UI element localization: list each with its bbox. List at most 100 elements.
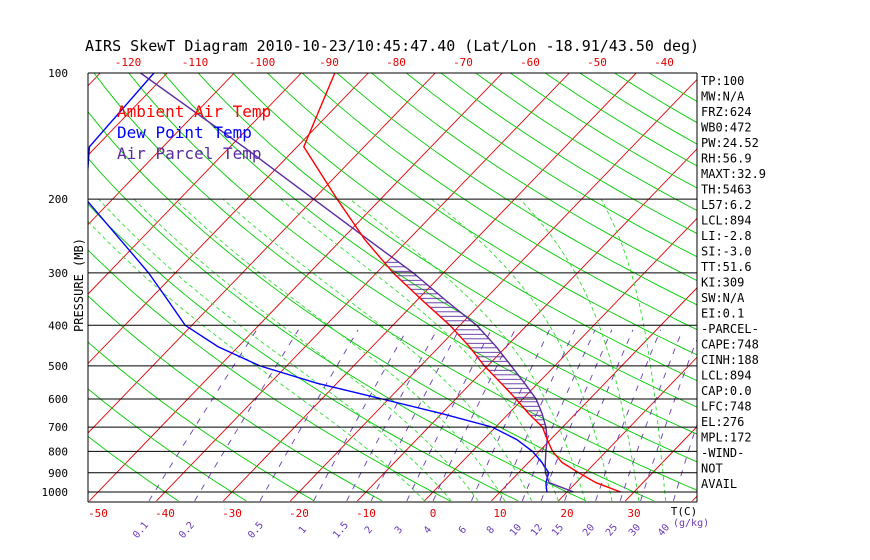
stat-entry: LFC:748 bbox=[701, 400, 752, 414]
pressure-tick-label: 300 bbox=[48, 267, 68, 280]
legend-dew-point-temp: Dew Point Temp bbox=[117, 123, 252, 142]
dry-adiabat-line bbox=[88, 435, 179, 502]
mixing-ratio-line bbox=[540, 329, 613, 502]
pressure-tick-label: 200 bbox=[48, 193, 68, 206]
stat-entry: EL:276 bbox=[701, 415, 744, 429]
stat-entry: LI:-2.8 bbox=[701, 229, 752, 243]
pressure-tick-label: 1000 bbox=[42, 486, 69, 499]
legend-ambient-air-temp: Ambient Air Temp bbox=[117, 102, 271, 121]
mixing-ratio-tick-label: 0.2 bbox=[177, 520, 197, 541]
mixing-ratio-unit: (g/kg) bbox=[673, 518, 709, 529]
mixing-ratio-tick-label: 0.1 bbox=[131, 520, 151, 541]
moist-adiabat-line bbox=[98, 198, 452, 502]
mixing-ratio-line bbox=[672, 423, 697, 502]
mixing-ratio-tick-label: 30 bbox=[627, 522, 643, 538]
isotherm-line bbox=[88, 73, 168, 156]
isotherm-line bbox=[424, 217, 697, 502]
dew-point-temp-line bbox=[88, 73, 550, 493]
stat-entry: -PARCEL- bbox=[701, 322, 759, 336]
legend: Ambient Air Temp Dew Point Temp Air Parc… bbox=[117, 102, 271, 163]
pressure-tick-label: 400 bbox=[48, 319, 68, 332]
stat-entry: RH:56.9 bbox=[701, 152, 752, 166]
stat-entry: LCL:894 bbox=[701, 369, 752, 383]
moist-adiabat-line bbox=[88, 220, 425, 502]
mixing-ratio-tick-label: 1.5 bbox=[331, 520, 351, 541]
dry-adiabat-line bbox=[197, 73, 697, 408]
mixing-ratio-line bbox=[313, 329, 408, 502]
top-temp-tick-label: -100 bbox=[249, 56, 276, 69]
moist-adiabat-line bbox=[222, 198, 533, 502]
stat-entry: MAXT:32.9 bbox=[701, 167, 766, 181]
bottom-temp-tick-label: 20 bbox=[560, 507, 573, 520]
stat-entry: FRZ:624 bbox=[701, 105, 752, 119]
stat-entry: MW:N/A bbox=[701, 90, 745, 104]
mixing-ratio-line bbox=[595, 329, 662, 502]
top-temp-tick-label: -70 bbox=[453, 56, 473, 69]
mixing-ratio-line bbox=[370, 329, 460, 502]
pressure-tick-label: 600 bbox=[48, 393, 68, 406]
top-temp-tick-label: -120 bbox=[115, 56, 142, 69]
legend-air-parcel-temp: Air Parcel Temp bbox=[117, 144, 262, 163]
chart-title: AIRS SkewT Diagram 2010-10-23/10:45:47.4… bbox=[85, 37, 699, 55]
sounding-curves bbox=[88, 73, 621, 493]
isotherm-line bbox=[0, 73, 33, 501]
mixing-ratio-line bbox=[619, 329, 683, 502]
top-temp-tick-label: -80 bbox=[386, 56, 406, 69]
background-lines bbox=[0, 73, 870, 502]
mixing-ratio-tick-label: 2 bbox=[363, 525, 375, 537]
bottom-temp-tick-label: 10 bbox=[493, 507, 506, 520]
pressure-tick-label: 800 bbox=[48, 445, 68, 458]
stat-entry: TT:51.6 bbox=[701, 260, 752, 274]
pressure-tick-label: 500 bbox=[48, 360, 68, 373]
stat-entry: SW:N/A bbox=[701, 291, 745, 305]
dry-adiabat-line bbox=[232, 73, 697, 382]
mixing-ratio-tick-label: 10 bbox=[508, 522, 524, 538]
mixing-ratio-tick-label: 1 bbox=[297, 525, 309, 537]
bottom-temp-tick-label: -40 bbox=[155, 507, 175, 520]
bottom-temp-tick-label: -30 bbox=[222, 507, 242, 520]
mixing-ratio-line bbox=[564, 329, 634, 502]
mixing-ratio-line bbox=[259, 329, 359, 502]
isotherm-line bbox=[88, 73, 436, 434]
dry-adiabat-line bbox=[88, 157, 587, 502]
mixing-ratio-tick-label: 15 bbox=[550, 522, 566, 538]
stat-entry: EI:0.1 bbox=[701, 307, 744, 321]
dry-adiabat-line bbox=[88, 111, 655, 502]
isotherm-line bbox=[625, 426, 697, 502]
pressure-tick-label: 900 bbox=[48, 467, 68, 480]
mixing-ratio-line bbox=[194, 329, 299, 502]
dry-adiabat-line bbox=[440, 73, 697, 234]
dry-adiabat-line bbox=[406, 73, 697, 258]
stat-entry: PW:24.52 bbox=[701, 136, 759, 150]
dry-adiabat-line bbox=[128, 73, 697, 463]
dry-adiabat-line bbox=[336, 73, 697, 306]
dry-adiabat-line bbox=[88, 341, 315, 502]
stat-entry: -WIND- bbox=[701, 446, 744, 460]
stat-entry: TP:100 bbox=[701, 74, 744, 88]
stat-entry: AVAIL bbox=[701, 477, 737, 491]
stat-entry: CAPE:748 bbox=[701, 338, 759, 352]
isotherm-line bbox=[826, 73, 870, 501]
mixing-ratio-tick-label: 8 bbox=[485, 525, 497, 537]
top-temp-tick-label: -40 bbox=[654, 56, 674, 69]
mixing-ratio-line bbox=[346, 329, 438, 502]
bottom-temp-tick-label: 30 bbox=[627, 507, 640, 520]
stat-entry: L57:6.2 bbox=[701, 198, 752, 212]
moist-adiabat-line bbox=[431, 198, 613, 501]
mixing-ratio-tick-label: 0.5 bbox=[246, 520, 266, 541]
isotherm-line bbox=[491, 287, 697, 502]
dry-adiabat-line bbox=[93, 73, 697, 491]
isotherm-line bbox=[558, 356, 697, 502]
mixing-ratio-tick-label: 40 bbox=[656, 522, 672, 538]
isotherm-line bbox=[759, 73, 870, 501]
stat-entry: CINH:188 bbox=[701, 353, 759, 367]
stat-entry: CAP:0.0 bbox=[701, 384, 752, 398]
top-temp-tick-label: -60 bbox=[520, 56, 540, 69]
ambient-air-temp-line bbox=[303, 73, 621, 493]
bottom-temp-tick-label: -20 bbox=[289, 507, 309, 520]
stat-entry: WB0:472 bbox=[701, 121, 752, 135]
isotherm-line bbox=[156, 73, 570, 502]
dry-adiabat-line bbox=[301, 73, 697, 331]
mixing-ratio-tick-label: 6 bbox=[457, 525, 469, 537]
stat-entry: LCL:894 bbox=[701, 214, 752, 228]
